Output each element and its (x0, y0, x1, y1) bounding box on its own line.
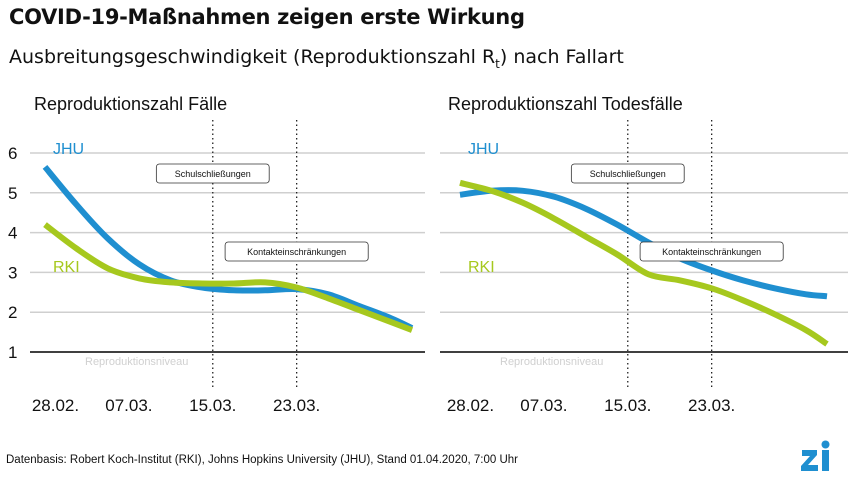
event-label-box (570, 163, 685, 184)
series-label-rki: RKI (53, 259, 80, 276)
event-label: Kontakteinschränkungen (247, 247, 346, 257)
zi-logo-i-stem (822, 450, 829, 471)
event-label: Kontakteinschränkungen (662, 247, 761, 257)
subtitle-main: Ausbreitungsgeschwindigkeit (Reproduktio… (9, 46, 496, 68)
x-tick-label: 15.03. (189, 396, 236, 415)
charts-canvas: Reproduktionszahl Fälle 1 2 3 4 5 6 Reproduktio… (8, 94, 848, 415)
x-tick-label: 15.03. (604, 396, 651, 415)
event-label: Schulschließungen (175, 169, 251, 179)
panel-title: Reproduktionszahl Todesfälle (448, 94, 683, 114)
x-tick-label: 23.03. (273, 396, 320, 415)
x-tick-label: 07.03. (105, 396, 152, 415)
zi-logo-z (801, 450, 818, 471)
data-source-note: Datenbasis: Robert Koch-Institut (RKI), … (6, 454, 518, 466)
y-tick-label: 3 (8, 263, 17, 282)
x-tick-label: 28.02. (447, 396, 494, 415)
event-label-box (224, 241, 369, 262)
panel-title: Reproduktionszahl Fälle (34, 94, 227, 114)
event-label-box (155, 163, 270, 184)
y-tick-label: 4 (8, 224, 17, 243)
series-line-jhu (42, 164, 414, 331)
zi-logo-i-dot (821, 440, 830, 449)
baseline-label: Reproduktionsniveau (85, 356, 188, 368)
series-label-jhu: JHU (468, 141, 499, 158)
x-tick-label: 07.03. (520, 396, 567, 415)
series-line-rki (459, 179, 829, 347)
y-tick-label: 2 (8, 303, 17, 322)
subtitle-end: ) nach Fallart (499, 46, 624, 68)
subtitle-subscript: t (495, 56, 500, 71)
y-tick-label: 1 (8, 343, 17, 362)
zi-logo (801, 440, 830, 471)
event-label: Schulschließungen (590, 169, 666, 179)
y-tick-label: 5 (8, 184, 17, 203)
series-label-rki: RKI (468, 259, 495, 276)
x-tick-label: 23.03. (688, 396, 735, 415)
baseline-label: Reproduktionsniveau (500, 356, 603, 368)
chart-title: COVID-19-Maßnahmen zeigen erste Wirkung (9, 5, 525, 29)
x-tick-label: 28.02. (32, 396, 79, 415)
series-line-rki (43, 222, 414, 333)
y-tick-label: 6 (8, 144, 17, 163)
series-label-jhu: JHU (53, 141, 84, 158)
chart-subtitle: Ausbreitungsgeschwindigkeit (Reproduktio… (9, 46, 624, 71)
event-label-box (639, 241, 784, 262)
